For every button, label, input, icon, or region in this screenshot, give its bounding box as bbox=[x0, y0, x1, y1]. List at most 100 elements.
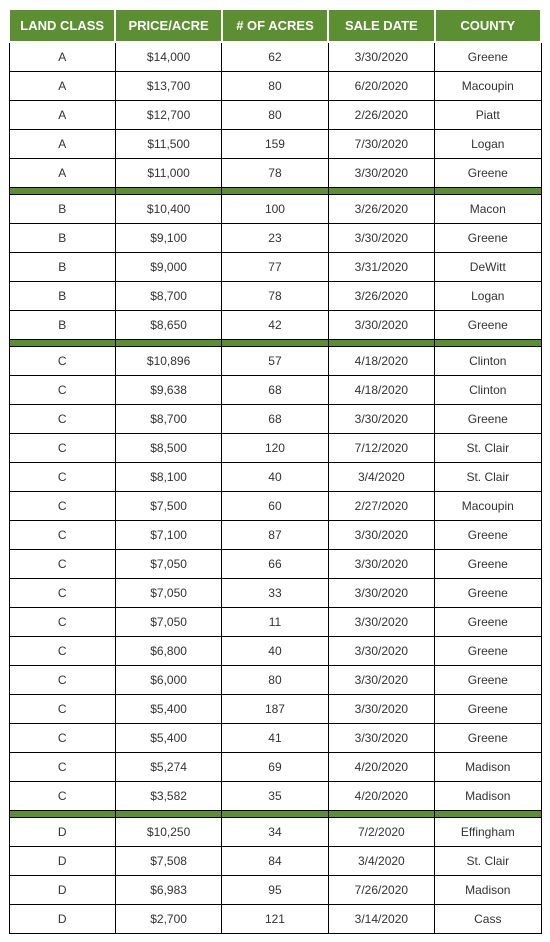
cell: C bbox=[9, 376, 115, 405]
cell: D bbox=[9, 847, 115, 876]
table-row: B$10,4001003/26/2020Macon bbox=[9, 195, 541, 224]
table-body: A$14,000623/30/2020GreeneA$13,700806/20/… bbox=[9, 42, 541, 934]
cell: 3/30/2020 bbox=[328, 224, 434, 253]
col-header-4: COUNTY bbox=[435, 9, 541, 42]
cell: $2,700 bbox=[115, 905, 221, 934]
cell: C bbox=[9, 463, 115, 492]
cell: 7/26/2020 bbox=[328, 876, 434, 905]
land-sales-table: LAND CLASSPRICE/ACRE# OF ACRESSALE DATEC… bbox=[8, 8, 542, 934]
cell: C bbox=[9, 521, 115, 550]
cell: St. Clair bbox=[435, 847, 541, 876]
cell: Effingham bbox=[435, 818, 541, 847]
cell: C bbox=[9, 434, 115, 463]
cell: Piatt bbox=[435, 101, 541, 130]
cell: Clinton bbox=[435, 376, 541, 405]
table-row: C$7,500602/27/2020Macoupin bbox=[9, 492, 541, 521]
cell: Macon bbox=[435, 195, 541, 224]
cell: Madison bbox=[435, 876, 541, 905]
cell: 100 bbox=[222, 195, 328, 224]
cell: A bbox=[9, 101, 115, 130]
table-row: C$6,000803/30/2020Greene bbox=[9, 666, 541, 695]
cell: 3/30/2020 bbox=[328, 724, 434, 753]
cell: $5,274 bbox=[115, 753, 221, 782]
table-row: C$5,274694/20/2020Madison bbox=[9, 753, 541, 782]
cell: 42 bbox=[222, 311, 328, 340]
cell: 60 bbox=[222, 492, 328, 521]
cell: 95 bbox=[222, 876, 328, 905]
cell: C bbox=[9, 550, 115, 579]
cell: Madison bbox=[435, 753, 541, 782]
cell: $7,050 bbox=[115, 608, 221, 637]
cell: B bbox=[9, 195, 115, 224]
cell: 3/30/2020 bbox=[328, 311, 434, 340]
table-row: D$7,508843/4/2020St. Clair bbox=[9, 847, 541, 876]
cell: St. Clair bbox=[435, 434, 541, 463]
cell: Madison bbox=[435, 782, 541, 811]
cell: 3/30/2020 bbox=[328, 579, 434, 608]
cell: 3/14/2020 bbox=[328, 905, 434, 934]
cell: DeWitt bbox=[435, 253, 541, 282]
cell: Greene bbox=[435, 521, 541, 550]
cell: 3/4/2020 bbox=[328, 847, 434, 876]
cell: B bbox=[9, 253, 115, 282]
cell: A bbox=[9, 159, 115, 188]
cell: 11 bbox=[222, 608, 328, 637]
cell: C bbox=[9, 666, 115, 695]
table-row: C$5,400413/30/2020Greene bbox=[9, 724, 541, 753]
cell: C bbox=[9, 637, 115, 666]
col-header-2: # OF ACRES bbox=[222, 9, 328, 42]
cell: Greene bbox=[435, 405, 541, 434]
cell: $3,582 bbox=[115, 782, 221, 811]
cell: $12,700 bbox=[115, 101, 221, 130]
cell: 68 bbox=[222, 405, 328, 434]
cell: 57 bbox=[222, 347, 328, 376]
cell: B bbox=[9, 282, 115, 311]
cell: 3/30/2020 bbox=[328, 405, 434, 434]
table-row: A$11,000783/30/2020Greene bbox=[9, 159, 541, 188]
cell: 40 bbox=[222, 637, 328, 666]
cell: 78 bbox=[222, 159, 328, 188]
cell: 3/31/2020 bbox=[328, 253, 434, 282]
group-separator bbox=[9, 188, 541, 195]
cell: A bbox=[9, 130, 115, 159]
cell: 78 bbox=[222, 282, 328, 311]
cell: $10,250 bbox=[115, 818, 221, 847]
cell: $9,100 bbox=[115, 224, 221, 253]
cell: 4/20/2020 bbox=[328, 753, 434, 782]
cell: 33 bbox=[222, 579, 328, 608]
table-row: C$8,5001207/12/2020St. Clair bbox=[9, 434, 541, 463]
table-row: A$12,700802/26/2020Piatt bbox=[9, 101, 541, 130]
cell: Greene bbox=[435, 666, 541, 695]
cell: $8,650 bbox=[115, 311, 221, 340]
table-row: A$11,5001597/30/2020Logan bbox=[9, 130, 541, 159]
table-row: C$3,582354/20/2020Madison bbox=[9, 782, 541, 811]
cell: Logan bbox=[435, 130, 541, 159]
cell: Greene bbox=[435, 550, 541, 579]
col-header-1: PRICE/ACRE bbox=[115, 9, 221, 42]
cell: 4/20/2020 bbox=[328, 782, 434, 811]
table-header: LAND CLASSPRICE/ACRE# OF ACRESSALE DATEC… bbox=[9, 9, 541, 42]
cell: D bbox=[9, 905, 115, 934]
table-row: D$6,983957/26/2020Madison bbox=[9, 876, 541, 905]
cell: B bbox=[9, 311, 115, 340]
cell: C bbox=[9, 753, 115, 782]
cell: $11,000 bbox=[115, 159, 221, 188]
cell: 69 bbox=[222, 753, 328, 782]
cell: 62 bbox=[222, 42, 328, 72]
cell: $10,896 bbox=[115, 347, 221, 376]
table-row: A$13,700806/20/2020Macoupin bbox=[9, 72, 541, 101]
cell: Greene bbox=[435, 579, 541, 608]
cell: C bbox=[9, 724, 115, 753]
cell: 2/26/2020 bbox=[328, 101, 434, 130]
table-row: C$6,800403/30/2020Greene bbox=[9, 637, 541, 666]
group-separator bbox=[9, 340, 541, 347]
cell: Greene bbox=[435, 159, 541, 188]
cell: 80 bbox=[222, 666, 328, 695]
cell: 84 bbox=[222, 847, 328, 876]
cell: Greene bbox=[435, 608, 541, 637]
cell: D bbox=[9, 876, 115, 905]
cell: $6,000 bbox=[115, 666, 221, 695]
cell: $8,700 bbox=[115, 282, 221, 311]
cell: $7,508 bbox=[115, 847, 221, 876]
cell: 23 bbox=[222, 224, 328, 253]
